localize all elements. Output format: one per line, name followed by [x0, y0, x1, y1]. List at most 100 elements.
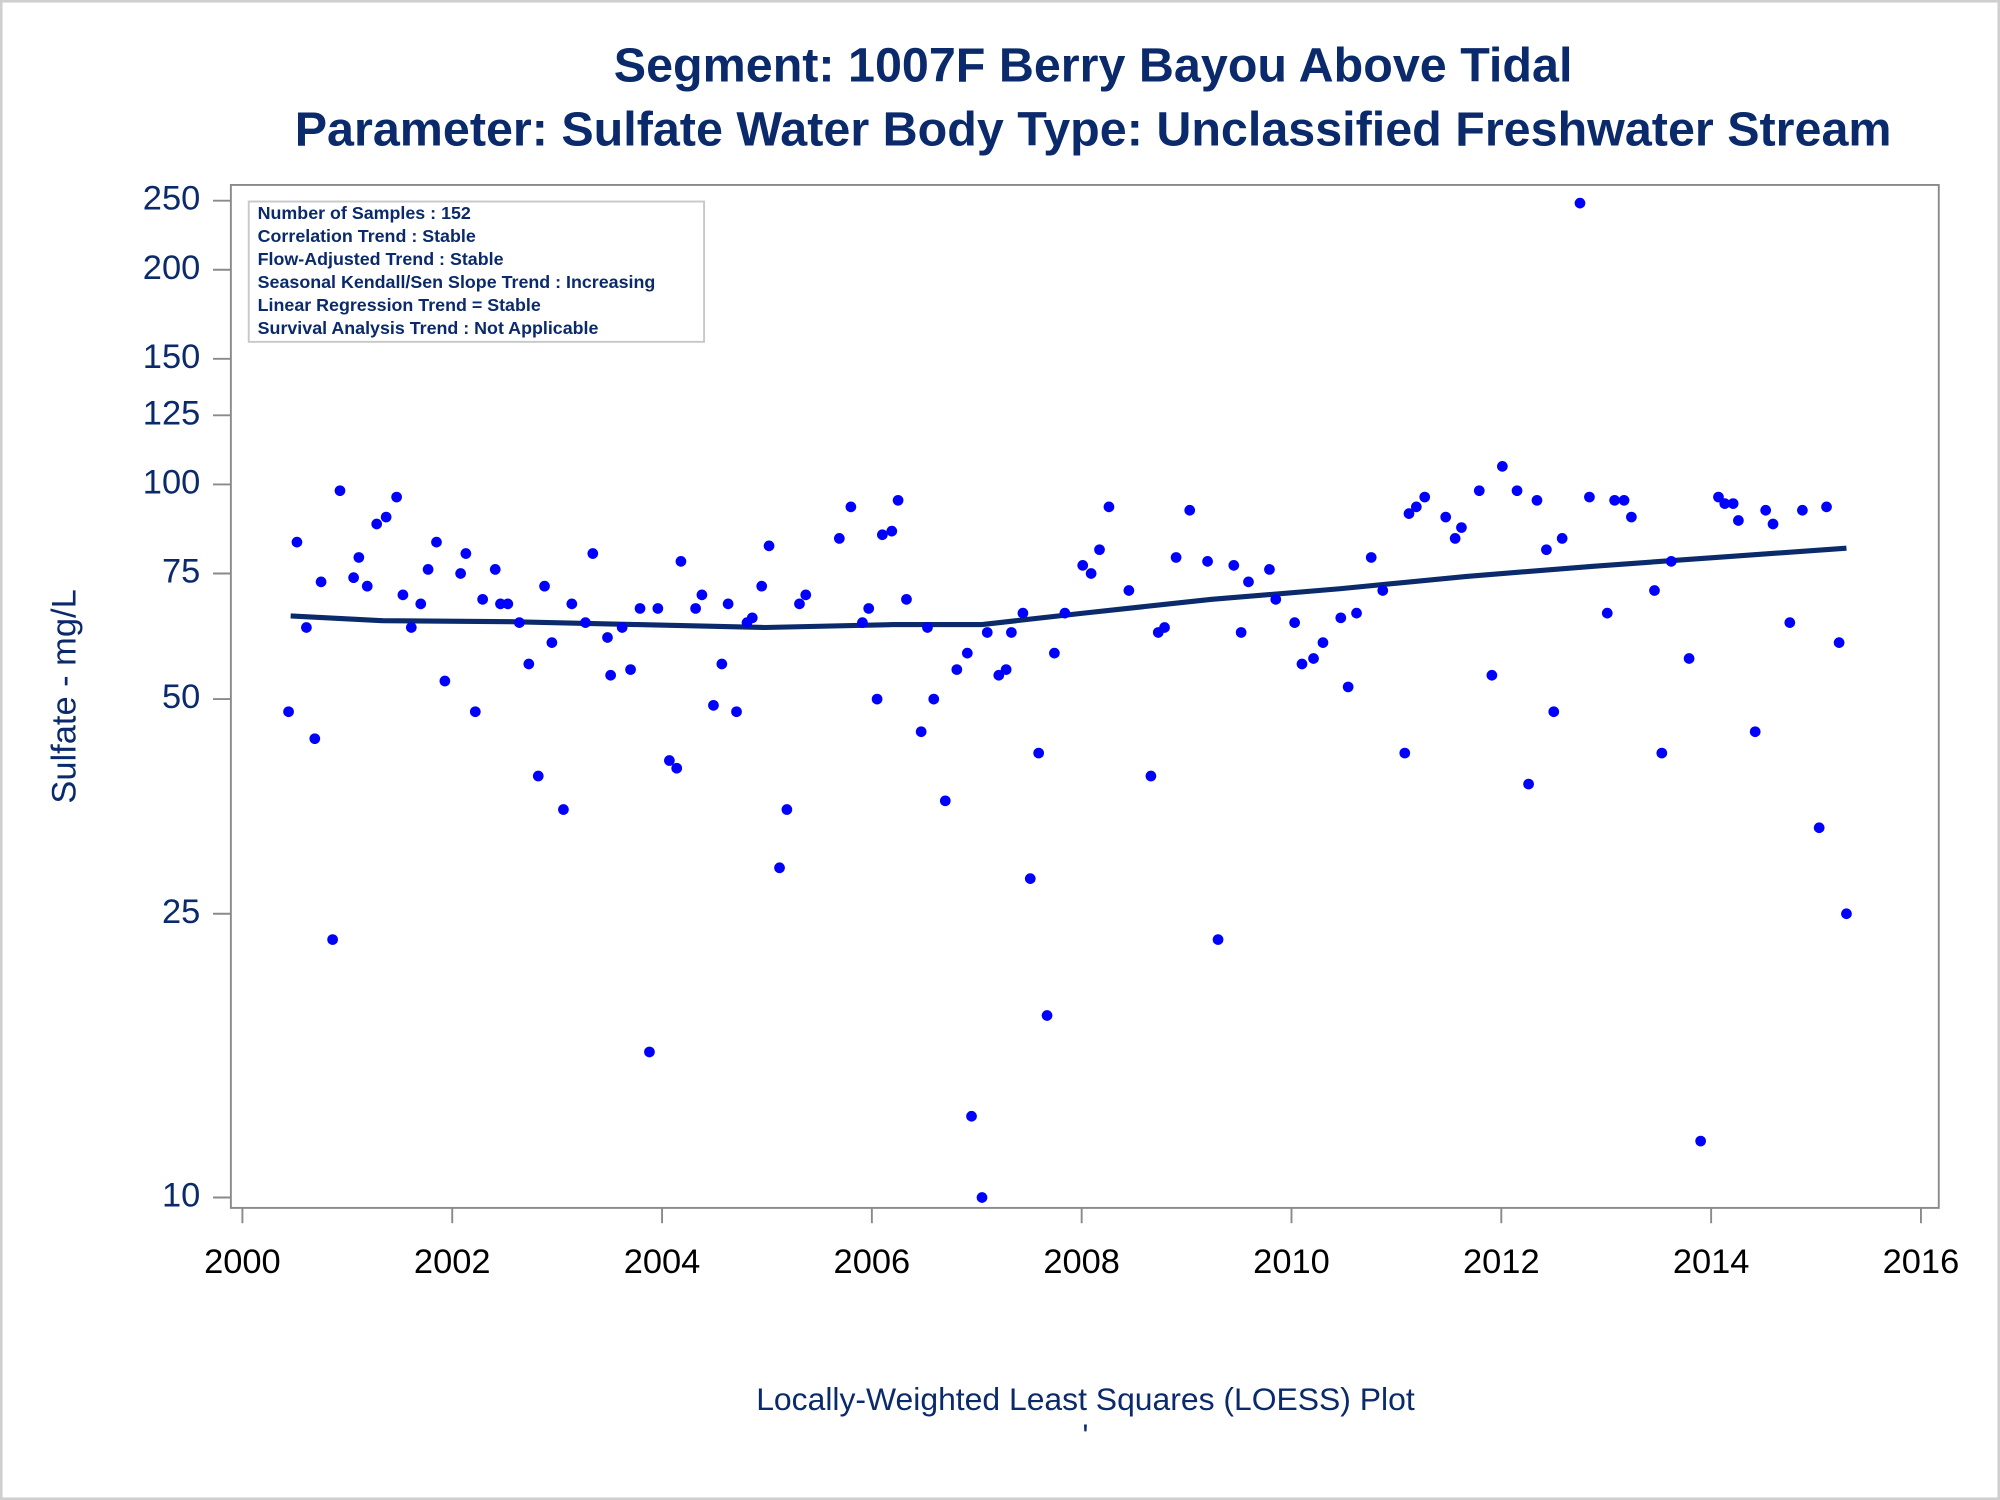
sample-point: [1523, 778, 1534, 790]
sample-point: [763, 540, 775, 552]
sample-point: [1006, 627, 1017, 638]
sample-point: [922, 622, 933, 633]
sample-point: [722, 598, 734, 610]
x-tick-label: 2010: [1253, 1243, 1330, 1281]
sample-point: [558, 804, 569, 815]
sample-point: [1486, 669, 1498, 681]
sample-point: [1649, 585, 1660, 596]
chart-subtitle: Parameter: Sulfate Water Body Type: Uncl…: [295, 102, 1892, 156]
sample-point: [1609, 494, 1620, 506]
sample-point: [961, 647, 973, 659]
sample-point: [1103, 501, 1115, 513]
sample-point: [502, 598, 514, 610]
sample-point: [857, 617, 868, 628]
sample-point: [469, 706, 481, 718]
x-tick-label: 2002: [414, 1243, 491, 1281]
sample-point: [334, 485, 346, 497]
sample-point: [833, 533, 845, 544]
y-tick-label: 150: [143, 338, 200, 376]
sample-point: [1270, 593, 1282, 605]
sample-point: [1656, 747, 1668, 759]
sample-point: [1749, 726, 1761, 738]
sample-point: [1059, 607, 1071, 619]
plot-frame: [229, 183, 1940, 1209]
x-tick-label: 2016: [1883, 1243, 1960, 1281]
sample-point: [696, 589, 708, 601]
sample-point: [794, 598, 805, 610]
info-line: Seasonal Kendall/Sen Slope Trend : Incre…: [258, 272, 656, 292]
sample-point: [939, 795, 951, 807]
x-tick-label: 2012: [1463, 1243, 1540, 1281]
sample-point: [1727, 498, 1739, 509]
sample-point: [380, 511, 392, 523]
sample-point: [664, 755, 675, 766]
sample-point: [415, 598, 427, 610]
sample-point: [1760, 504, 1772, 516]
sample-point: [1821, 501, 1832, 513]
sample-point: [675, 556, 687, 567]
sample-point: [1556, 533, 1568, 544]
sample-point: [1184, 504, 1196, 516]
sample-point: [605, 669, 616, 681]
x-tick-label: 2008: [1043, 1243, 1120, 1281]
sample-point: [1813, 822, 1825, 834]
sample-point: [353, 552, 365, 563]
sample-point: [1335, 612, 1347, 624]
sample-point: [876, 529, 888, 541]
x-tick-label: 2000: [204, 1243, 281, 1281]
sample-point: [391, 491, 402, 503]
sample-point: [1041, 1010, 1053, 1021]
sample-point: [301, 622, 312, 633]
x-tick-label: 2004: [624, 1243, 701, 1281]
sample-point: [1145, 770, 1157, 782]
sample-point: [291, 536, 303, 548]
sample-point: [327, 934, 338, 945]
sample-point: [951, 664, 963, 675]
sample-point: [1033, 747, 1045, 759]
sample-point: [1784, 617, 1796, 628]
loess-line: [290, 545, 1847, 631]
info-line: Survival Analysis Trend : Not Applicable: [258, 318, 599, 338]
sample-point: [1296, 658, 1308, 670]
sample-point: [845, 501, 857, 513]
sample-point: [1574, 197, 1586, 209]
sample-point: [1410, 501, 1422, 513]
sample-point: [1202, 556, 1213, 567]
sample-point: [1308, 653, 1319, 664]
sample-point: [928, 693, 940, 705]
sample-point: [1440, 511, 1452, 523]
info-box: [247, 200, 706, 343]
sample-point: [690, 603, 701, 614]
sample-point: [1243, 576, 1254, 588]
x-tick-label: 2014: [1673, 1243, 1750, 1281]
sample-point: [708, 699, 719, 711]
sample-point: [1695, 1135, 1706, 1147]
sample-point: [746, 612, 758, 624]
sample-point: [774, 862, 785, 874]
sample-point: [1601, 607, 1613, 619]
sample-point: [1403, 508, 1415, 519]
sample-point: [1085, 568, 1097, 579]
sample-point: [602, 632, 613, 643]
sample-point: [431, 536, 442, 548]
y-tick-label: 10: [162, 1177, 200, 1215]
sample-point: [546, 637, 558, 648]
sample-point: [1289, 617, 1300, 628]
info-line: Flow-Adjusted Trend : Stable: [258, 249, 504, 269]
sample-point: [1548, 706, 1560, 718]
sample-point: [892, 494, 904, 506]
y-axis-label: Sulfate - mg/L: [45, 589, 83, 803]
sample-point: [993, 669, 1005, 681]
y-tick-label: 25: [162, 893, 200, 931]
sample-point: [1077, 560, 1089, 571]
y-tick-label: 100: [143, 464, 200, 502]
sample-point: [1584, 491, 1595, 503]
sample-point: [1049, 647, 1060, 659]
sample-point: [800, 589, 812, 601]
sample-point: [532, 770, 544, 782]
sample-point: [1541, 544, 1552, 556]
sample-point: [1342, 681, 1354, 693]
sample-point: [625, 664, 636, 675]
sample-point: [1000, 664, 1012, 675]
